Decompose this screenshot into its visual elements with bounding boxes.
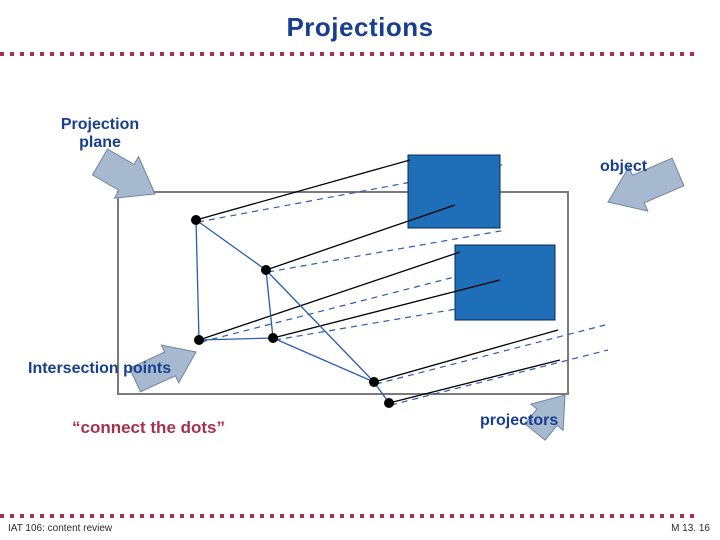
label-object: object [600,158,647,176]
label-connect-the-dots: “connect the dots” [72,418,225,438]
label-intersection: Intersection points [28,360,171,378]
projection-diagram [0,0,720,540]
label-projectors: projectors [480,412,558,430]
footer-left: IAT 106: content review [8,523,112,534]
footer-right: M 13. 16 [671,523,710,534]
label-projection-plane: Projectionplane [40,116,160,152]
